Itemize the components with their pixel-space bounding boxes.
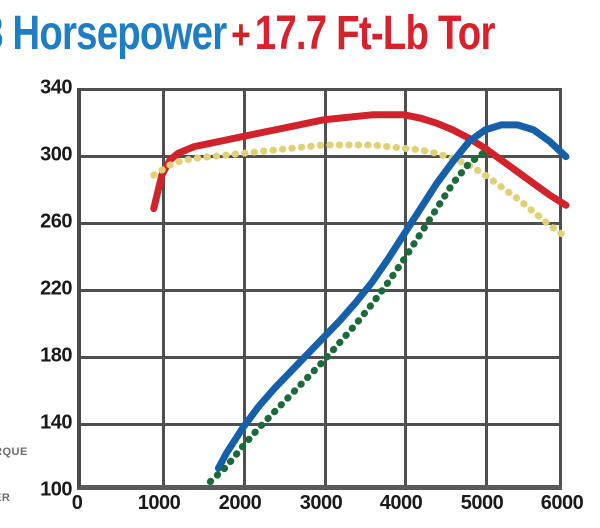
title-plus-sign: + [231,11,251,58]
series-path-3 [206,148,489,486]
x-tick-2000: 2000 [218,492,262,514]
y-axis-labels: 340 300 260 220 180 140 100 [0,77,72,501]
chart-title-banner: 8 Horsepower +17.7 Ft-Lb Tor [0,0,600,72]
y-tick-300: 300 [40,143,72,166]
y-tick-140: 140 [40,411,72,434]
gridline-v-1000 [162,88,165,485]
gridline-v-4000 [404,88,407,485]
gridline-h-140 [81,423,562,426]
gridline-v-2000 [243,88,246,485]
y-tick-340: 340 [40,76,72,99]
chart-title: 8 Horsepower +17.7 Ft-Lb Tor [0,2,495,67]
series-path-2 [214,121,570,472]
axis-note-torque: RQUE [0,446,28,458]
gridline-h-260 [81,222,562,225]
series-path-0 [150,111,570,213]
gridline-v-5000 [485,88,488,485]
y-tick-100: 100 [40,478,72,501]
series-path-1 [150,141,570,241]
title-torque-text: 17.7 Ft-Lb Tor [254,7,496,60]
gridline-h-220 [81,289,562,292]
y-tick-180: 180 [40,344,72,367]
gridline-v-6000 [559,88,562,485]
gridline-h-340 [81,88,562,91]
x-tick-3000: 3000 [299,492,343,514]
gridline-v-3000 [324,88,327,485]
x-tick-1000: 1000 [137,492,181,514]
x-axis-labels: 0 1000 2000 3000 4000 5000 6000 [0,492,600,528]
plot-area [77,88,570,490]
x-tick-4000: 4000 [379,492,423,514]
axis-note-power: ER [0,492,11,504]
title-horsepower-text: 8 Horsepower [0,7,227,60]
y-tick-220: 220 [40,277,72,300]
x-tick-0: 0 [71,492,83,514]
gridline-h-300 [81,155,562,158]
x-tick-6000: 6000 [540,492,584,514]
y-tick-260: 260 [40,210,72,233]
gridline-h-180 [81,356,562,359]
curve-layer [150,111,570,486]
x-tick-5000: 5000 [460,492,504,514]
